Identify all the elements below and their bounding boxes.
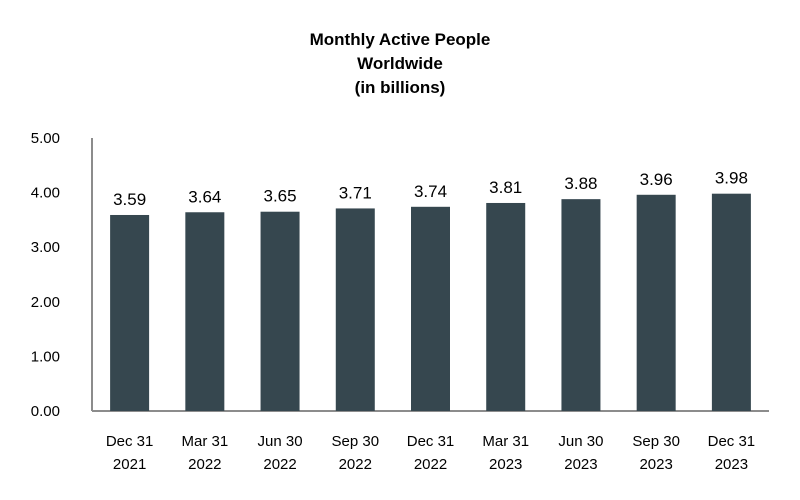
data-label: 3.59: [113, 190, 146, 209]
data-label: 3.88: [564, 174, 597, 193]
bar: [486, 202, 526, 411]
x-tick-label: Jun 30: [558, 433, 603, 450]
x-tick-label: 2022: [339, 456, 372, 473]
x-tick-label: Jun 30: [258, 433, 303, 450]
bar: [711, 193, 751, 411]
bar: [185, 212, 225, 411]
bar: [411, 206, 450, 411]
y-tick-label: 1.00: [31, 348, 60, 365]
bar: [636, 194, 676, 411]
x-tick-label: 2022: [414, 456, 447, 473]
x-tick-label: Dec 31: [407, 433, 455, 450]
y-tick-label: 3.00: [31, 239, 60, 256]
bar: [260, 211, 300, 411]
data-label: 3.96: [640, 170, 673, 189]
x-tick-label: Mar 31: [482, 433, 529, 450]
data-label: 3.81: [489, 178, 522, 197]
y-tick-label: 0.00: [31, 403, 60, 420]
x-tick-label: 2023: [489, 456, 522, 473]
y-tick-label: 2.00: [31, 294, 60, 311]
chart-title-line-1: Monthly Active People: [309, 30, 491, 49]
x-tick-label: 2023: [564, 456, 597, 473]
data-label: 3.74: [414, 182, 447, 201]
x-tick-label: Mar 31: [181, 433, 228, 450]
x-tick-label: 2022: [263, 456, 296, 473]
chart-title: Monthly Active People Worldwide (in bill…: [0, 28, 800, 100]
y-tick-label: 4.00: [31, 185, 60, 202]
bar: [335, 208, 375, 411]
x-tick-label: Dec 31: [106, 433, 154, 450]
y-tick-label: 5.00: [31, 130, 60, 147]
x-tick-label: 2023: [715, 456, 748, 473]
chart-title-line-3: (in billions): [354, 78, 446, 97]
x-tick-label: 2023: [639, 456, 672, 473]
x-tick-label: Sep 30: [332, 433, 380, 450]
x-tick-label: Sep 30: [632, 433, 680, 450]
data-label: 3.65: [264, 187, 297, 206]
data-label: 3.64: [188, 187, 221, 206]
chart-title-line-2: Worldwide: [357, 54, 443, 73]
x-tick-label: 2022: [188, 456, 221, 473]
data-label: 3.98: [715, 169, 748, 188]
bar: [110, 214, 150, 411]
data-label: 3.71: [339, 183, 372, 202]
x-tick-label: 2021: [113, 456, 146, 473]
x-tick-label: Dec 31: [708, 433, 756, 450]
bar: [561, 199, 601, 411]
